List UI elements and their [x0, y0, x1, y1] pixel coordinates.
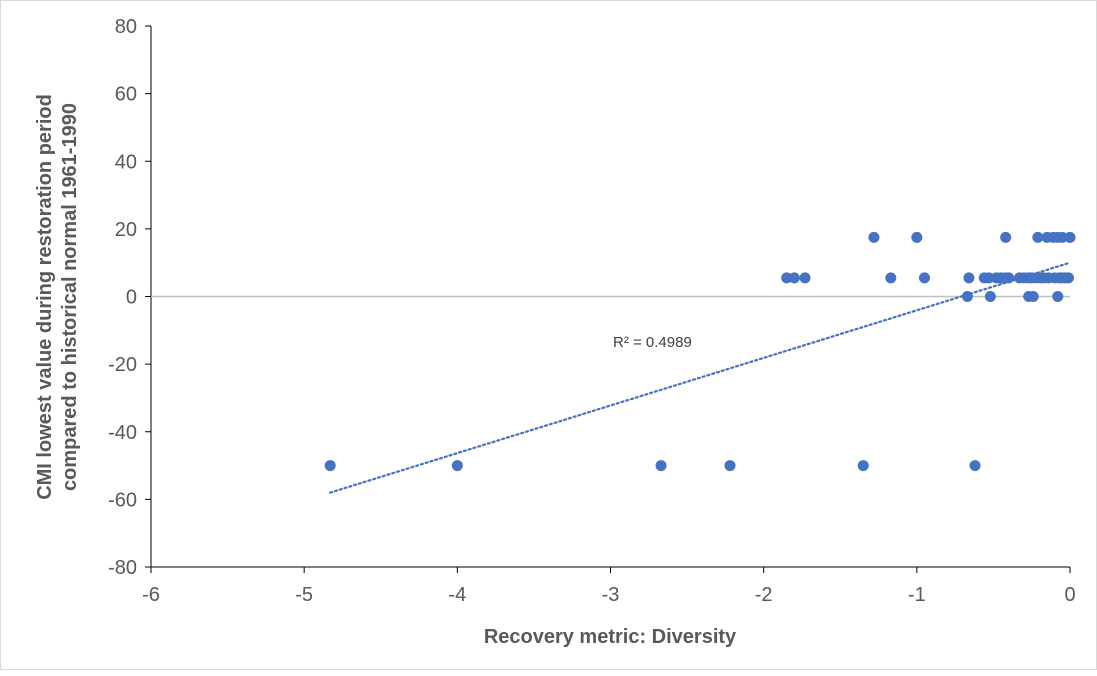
data-point — [918, 272, 930, 284]
y-tick-label: 40 — [115, 151, 137, 173]
x-tick-label: 0 — [1064, 584, 1075, 606]
x-tick-label: -5 — [295, 584, 313, 606]
trendline-group — [329, 261, 1072, 494]
y-axis-title-line-1: CMI lowest value during restoration peri… — [34, 94, 56, 500]
data-point — [781, 272, 793, 284]
y-axis-title-line-2: compared to historical normal 1961-1990 — [59, 103, 81, 491]
data-point — [1062, 272, 1074, 284]
data-point — [799, 272, 811, 284]
y-tick-label: -20 — [108, 354, 137, 376]
data-point — [961, 291, 973, 302]
data-point — [911, 231, 923, 243]
data-point — [969, 460, 981, 472]
data-point — [324, 460, 336, 472]
data-point — [1032, 231, 1044, 243]
data-point — [1056, 231, 1068, 243]
data-point — [1064, 231, 1076, 243]
data-point — [983, 272, 995, 284]
data-point — [655, 460, 667, 472]
data-point — [857, 460, 869, 472]
y-tick-label: 0 — [126, 287, 137, 309]
x-tick-label: -4 — [448, 584, 466, 606]
x-tick-label: -2 — [755, 584, 773, 606]
x-tick-label: -1 — [908, 584, 926, 606]
data-point — [788, 272, 800, 284]
y-tick-label: 80 — [115, 16, 137, 38]
x-axis-title: Recovery metric: Diversity — [484, 626, 737, 648]
data-point — [885, 272, 897, 284]
y-tick-label: 20 — [115, 219, 137, 241]
x-tick-label: -6 — [142, 584, 160, 606]
data-point — [1000, 231, 1012, 243]
trendline — [329, 261, 1072, 494]
data-point — [724, 460, 736, 472]
data-point — [1003, 272, 1015, 284]
r-squared-label: R² = 0.4989 — [613, 334, 692, 351]
data-point — [451, 460, 463, 472]
y-tick-label: -80 — [108, 557, 137, 579]
y-tick-label: -40 — [108, 422, 137, 444]
y-tick-label: -60 — [108, 489, 137, 511]
y-tick-label: 60 — [115, 84, 137, 106]
data-point — [984, 291, 996, 302]
x-tick-label: -3 — [602, 584, 620, 606]
axes: 80 60 40 20 0 -20 -40 -60 -80-6 -5 -4 -3 -2 -1 0 — [108, 16, 1075, 606]
data-point — [963, 272, 975, 284]
data-points — [324, 231, 1076, 472]
data-point — [1052, 291, 1064, 302]
data-point — [1027, 291, 1039, 302]
data-point — [868, 231, 880, 243]
